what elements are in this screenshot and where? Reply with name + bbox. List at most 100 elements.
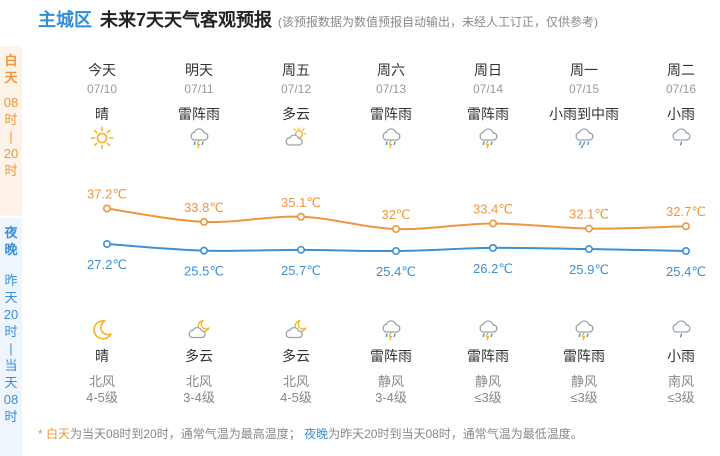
- day-date: 07/13: [375, 82, 407, 96]
- day-weather: 雷阵雨: [370, 106, 412, 122]
- day-weather: 晴: [95, 106, 109, 122]
- sidebar-day-char: 天: [4, 70, 18, 85]
- wind-direction: 北风: [185, 374, 212, 389]
- low-temp-label: 25.9℃: [569, 262, 609, 277]
- low-temp-label: 25.4℃: [666, 264, 706, 279]
- low-temp-point: [488, 243, 497, 252]
- day-date: 07/14: [472, 82, 504, 96]
- sidebar-night-char: 时: [4, 324, 18, 339]
- day-weather: 小雨: [667, 106, 695, 122]
- high-temp-label: 32.7℃: [666, 204, 706, 219]
- day-name[interactable]: 明天: [185, 62, 213, 78]
- wind-level: 3-4级: [183, 390, 215, 405]
- city-name[interactable]: 主城区: [38, 10, 92, 30]
- high-temp-point: [488, 219, 497, 228]
- low-temp-point: [103, 240, 112, 249]
- day-name[interactable]: 周日: [474, 62, 502, 78]
- high-temp-point: [296, 212, 305, 221]
- footer-night-term: 夜晚: [304, 427, 329, 441]
- high-temp-label: 32.1℃: [569, 207, 609, 222]
- wind-level: ≤3级: [667, 390, 695, 405]
- footer-night-text: 为昨天20时到当天08时，通常气温为最低温度。: [328, 427, 583, 441]
- sidebar-day-char: 20: [3, 146, 19, 161]
- sidebar-day-char: 时: [4, 163, 18, 178]
- day-date: 07/12: [280, 82, 312, 96]
- sidebar-night-char: 晚: [4, 242, 18, 257]
- nighttime-sidebar: 夜 晚 昨 天 20 时 | 当 天 08 时: [0, 218, 22, 456]
- day-date: 07/15: [568, 82, 600, 96]
- night-weather: 多云: [185, 348, 213, 364]
- sidebar-night-char: 20: [3, 307, 19, 322]
- low-temp-point: [584, 245, 593, 254]
- footer-day-term: 白天: [46, 427, 71, 441]
- sidebar-night-char: 时: [4, 409, 18, 424]
- wind-direction: 北风: [282, 374, 309, 389]
- high-temp-label: 37.2℃: [87, 187, 127, 202]
- wind-direction: 静风: [474, 374, 501, 389]
- low-temp-point: [681, 247, 690, 256]
- low-temp-label: 25.5℃: [184, 264, 224, 279]
- sidebar-day-char: 时: [4, 112, 18, 127]
- low-temp-label: 25.7℃: [281, 263, 321, 278]
- high-temp-label: 33.4℃: [473, 201, 513, 216]
- sidebar-night-char: 天: [4, 290, 18, 305]
- wind-level: 4-5级: [86, 390, 118, 405]
- low-temp-point: [391, 247, 400, 256]
- footer-star: *: [38, 427, 47, 441]
- night-weather: 多云: [282, 348, 310, 364]
- high-temp-label: 32℃: [381, 207, 410, 222]
- day-weather: 小雨到中雨: [549, 106, 619, 122]
- high-temp-label: 35.1℃: [281, 195, 321, 210]
- day-date: 07/16: [665, 82, 697, 96]
- sidebar-day-char: 08: [3, 95, 19, 110]
- low-temp-point: [296, 245, 305, 254]
- day-date: 07/11: [184, 82, 214, 96]
- night-weather: 雷阵雨: [563, 348, 605, 364]
- high-temp-label: 33.8℃: [184, 200, 224, 215]
- wind-direction: 静风: [377, 374, 404, 389]
- sidebar-night-char: 08: [3, 392, 19, 407]
- day-weather: 多云: [282, 106, 310, 122]
- night-weather: 小雨: [667, 348, 695, 364]
- daytime-sidebar: 白 天 08 时 | 20 时: [0, 46, 22, 216]
- high-temp-point: [391, 225, 400, 234]
- sidebar-night-char: |: [9, 341, 13, 356]
- day-name[interactable]: 周五: [282, 62, 310, 78]
- wind-level: ≤3级: [570, 390, 598, 405]
- wind-direction: 南风: [667, 374, 694, 389]
- night-weather: 雷阵雨: [370, 348, 412, 364]
- wind-level: ≤3级: [474, 390, 502, 405]
- high-temp-point: [103, 204, 112, 213]
- sidebar-day-char: |: [9, 129, 13, 144]
- day-name[interactable]: 周一: [570, 62, 598, 78]
- sidebar-night-char: 夜: [4, 225, 18, 240]
- day-name[interactable]: 周六: [377, 62, 405, 78]
- wind-direction: 北风: [88, 374, 115, 389]
- sidebar-night-char: 昨: [4, 273, 18, 288]
- high-temp-point: [681, 222, 690, 231]
- day-weather: 雷阵雨: [178, 106, 220, 122]
- wind-level: 3-4级: [375, 390, 407, 405]
- day-name[interactable]: 今天: [88, 62, 116, 78]
- footer-note: * 白天为当天08时到20时，通常气温为最高温度； 夜晚为昨天20时到当天08时…: [38, 425, 583, 442]
- day-weather: 雷阵雨: [467, 106, 509, 122]
- wind-direction: 静风: [570, 374, 597, 389]
- high-temp-point: [200, 217, 209, 226]
- sidebar-night-char: 当: [4, 358, 18, 373]
- low-temp-label: 27.2℃: [87, 257, 127, 272]
- day-date: 07/10: [86, 82, 118, 96]
- night-weather: 晴: [95, 348, 109, 364]
- night-weather: 雷阵雨: [467, 348, 509, 364]
- sidebar-night-char: 天: [4, 375, 18, 390]
- sidebar-day-char: 白: [4, 53, 18, 68]
- low-temp-label: 25.4℃: [376, 264, 416, 279]
- footer-day-text: 为当天08时到20时，通常气温为最高温度；: [70, 427, 301, 441]
- day-name[interactable]: 周二: [667, 62, 695, 78]
- disclaimer-note: (该预报数据为数值预报自动输出，未经人工订正，仅供参考): [278, 15, 599, 29]
- high-temp-point: [584, 224, 593, 233]
- low-temp-point: [200, 246, 209, 255]
- forecast-header: 主城区 未来7天天气客观预报 (该预报数据为数值预报自动输出，未经人工订正，仅供…: [38, 6, 598, 32]
- wind-level: 4-5级: [280, 390, 312, 405]
- page-title: 未来7天天气客观预报: [100, 10, 273, 30]
